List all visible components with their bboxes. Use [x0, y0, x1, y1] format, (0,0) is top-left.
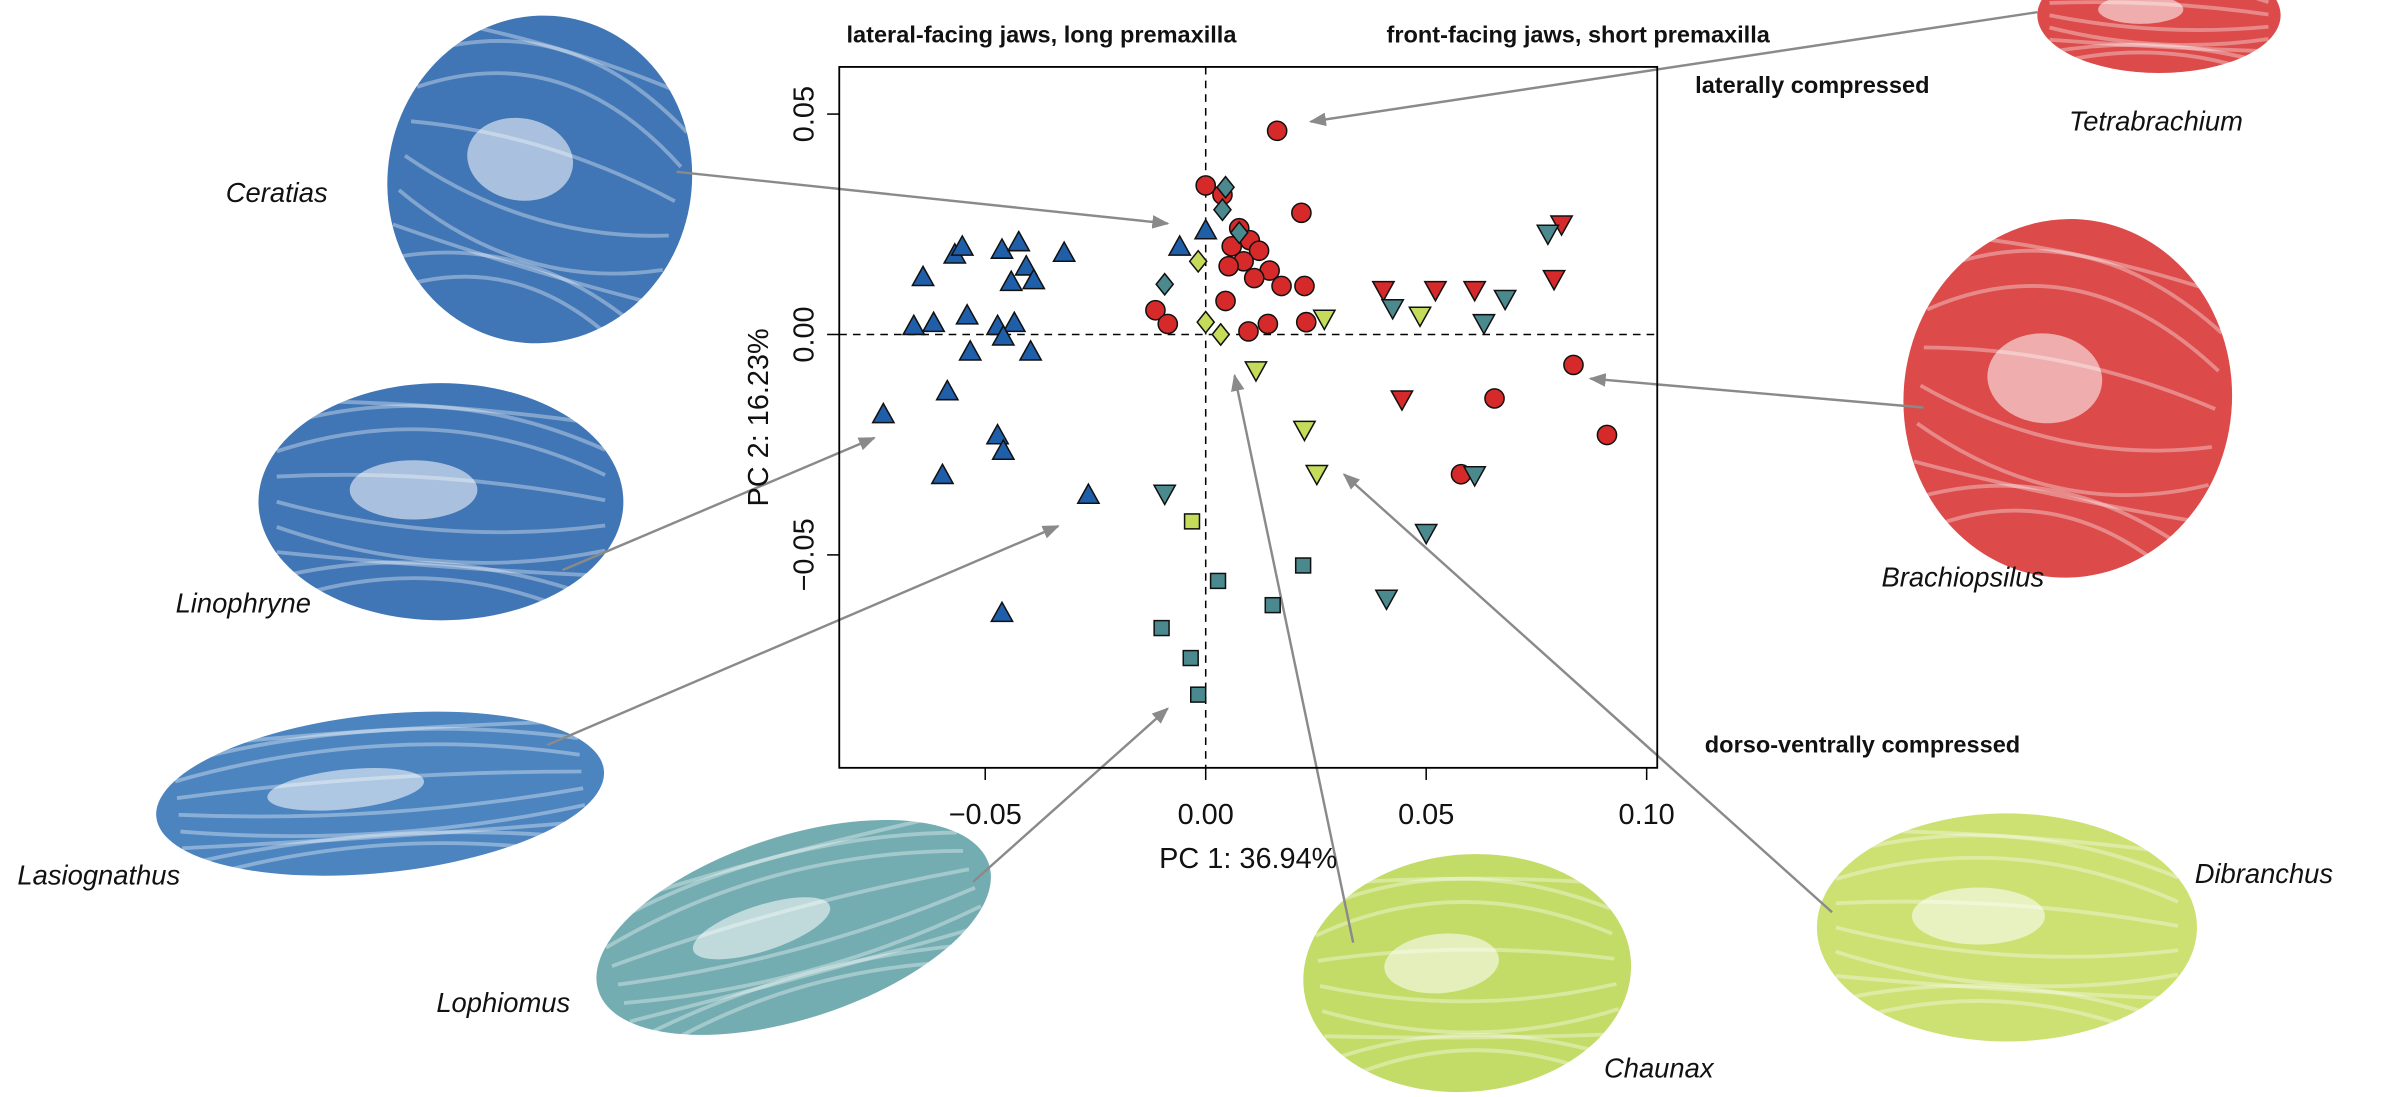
point [1054, 242, 1075, 261]
specimen-label: Lasiognathus [17, 860, 180, 891]
point [1297, 313, 1316, 332]
point [1216, 291, 1235, 310]
specimen-cavity [350, 460, 478, 519]
point [1183, 651, 1198, 666]
plot: −0.05 0.00 0.05 0.10 −0.05 0.00 0.05 PC 1: 36.9… [743, 67, 1675, 875]
point [1219, 257, 1238, 276]
annotation: dorso-ventrally compressed [1705, 732, 2020, 758]
specimen-images [148, 0, 2281, 1097]
specimen-image [258, 383, 623, 626]
point [937, 381, 958, 400]
point [1197, 312, 1214, 333]
x-tick-label: 0.00 [1178, 799, 1234, 831]
point [1245, 268, 1264, 287]
point [1295, 276, 1314, 295]
point [1376, 590, 1397, 609]
specimen-label: Lophiomus [436, 987, 570, 1018]
point [1409, 307, 1430, 326]
point [1156, 274, 1173, 295]
point [1485, 389, 1504, 408]
arrow [973, 709, 1168, 882]
point [1464, 282, 1485, 301]
specimen-image [1293, 841, 1641, 1097]
specimen-image [360, 0, 718, 376]
figure: −0.05 0.00 0.05 0.10 −0.05 0.00 0.05 PC 1: 36.9… [0, 0, 2384, 1097]
point [1078, 484, 1099, 503]
y-axis-label: PC 2: 16.23% [743, 328, 775, 506]
point [1272, 276, 1291, 295]
point [1212, 324, 1229, 345]
y-tick-label: −0.05 [788, 518, 820, 591]
point [1564, 355, 1583, 374]
point [1020, 341, 1041, 360]
point [1245, 362, 1266, 381]
point [1296, 558, 1311, 573]
point [1195, 220, 1216, 239]
point [1292, 203, 1311, 222]
specimen-image [1817, 813, 2197, 1047]
point [1190, 251, 1207, 272]
specimen-image [2037, 0, 2280, 76]
arrow [1590, 379, 1923, 408]
point [1008, 232, 1029, 251]
point [1597, 425, 1616, 444]
point [1391, 391, 1412, 410]
specimen-label: Dibranchus [2195, 858, 2334, 889]
point [1185, 514, 1200, 529]
annotation: front-facing jaws, short premaxilla [1386, 22, 1770, 48]
point [1211, 573, 1226, 588]
point [903, 315, 924, 334]
point [1154, 621, 1169, 636]
point [1494, 290, 1515, 309]
point [1258, 314, 1277, 333]
arrow [677, 172, 1168, 224]
specimen-image [1888, 205, 2247, 600]
point [1543, 271, 1564, 290]
point [1382, 300, 1403, 319]
point [932, 464, 953, 483]
arrow [1344, 474, 1832, 912]
point [912, 266, 933, 285]
specimen-label: Linophryne [176, 587, 311, 618]
page: {"chart_data": { "type": "scatter", "xla… [0, 0, 2384, 1097]
specimen-label: Ceratias [226, 177, 328, 208]
specimen-label: Brachiopsilus [1881, 562, 2044, 593]
point [1537, 225, 1558, 244]
point [1239, 322, 1258, 341]
point [1265, 598, 1280, 613]
point [1373, 282, 1394, 301]
point [1158, 314, 1177, 333]
y-tick-label: 0.05 [788, 86, 820, 142]
x-tick-label: −0.05 [949, 799, 1022, 831]
specimen-image [148, 692, 613, 900]
point [1314, 310, 1335, 329]
x-axis-label: PC 1: 36.94% [1159, 843, 1337, 875]
point [991, 602, 1012, 621]
point [1169, 236, 1190, 255]
point [873, 403, 894, 422]
point [1306, 465, 1327, 484]
point [987, 425, 1008, 444]
point [1004, 312, 1025, 331]
point [957, 305, 978, 324]
point [1196, 176, 1215, 195]
annotation: laterally compressed [1695, 72, 1929, 98]
specimen-label: Tetrabrachium [2069, 105, 2243, 136]
x-tick-label: 0.10 [1619, 799, 1675, 831]
annotation: lateral-facing jaws, long premaxilla [846, 22, 1237, 48]
point [1425, 282, 1446, 301]
x-tick-label: 0.05 [1398, 799, 1454, 831]
point [1268, 121, 1287, 140]
specimen-cavity [1912, 888, 2045, 945]
point [1473, 315, 1494, 334]
specimen-label: Chaunax [1604, 1053, 1715, 1084]
point [1191, 687, 1206, 702]
point [1294, 421, 1315, 440]
plot-frame [839, 67, 1657, 768]
point [923, 312, 944, 331]
point [1154, 485, 1175, 504]
y-tick-label: 0.00 [788, 306, 820, 362]
point [960, 341, 981, 360]
